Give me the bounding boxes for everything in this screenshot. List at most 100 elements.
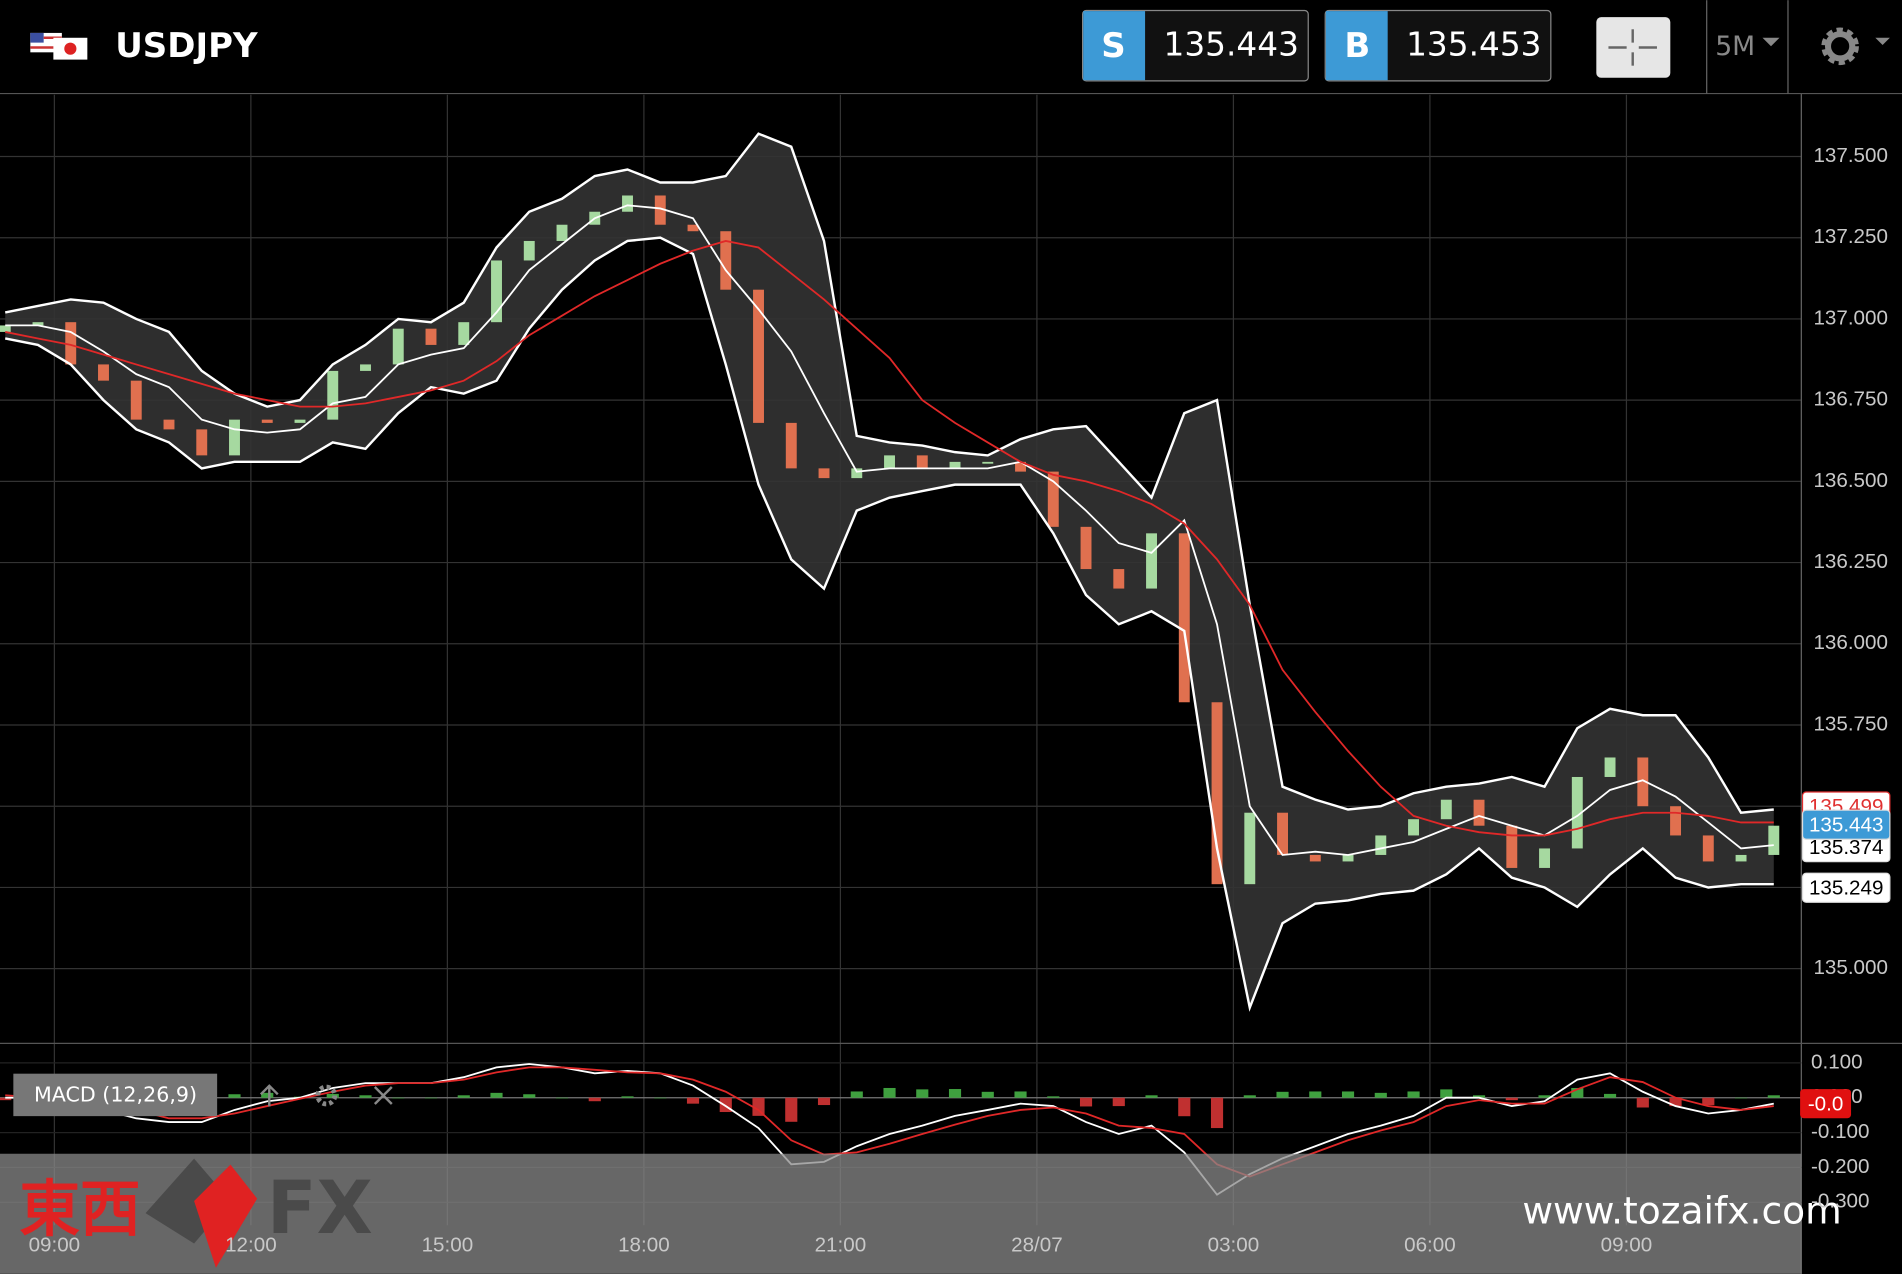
histogram-bar — [1341, 1091, 1355, 1098]
timeframe-dropdown[interactable]: 5M — [1715, 31, 1780, 62]
histogram-bar — [1702, 1097, 1715, 1106]
watermark-latin: FX — [267, 1166, 373, 1251]
x-tick-label: 21:00 — [815, 1233, 867, 1256]
y-tick-label: 136.500 — [1813, 469, 1888, 492]
histogram-bar — [1669, 1097, 1682, 1107]
candle — [491, 260, 502, 323]
candle — [1768, 825, 1780, 855]
candle — [1080, 526, 1092, 570]
candle — [229, 419, 240, 456]
macd-tag — [1800, 1089, 1852, 1119]
candle — [1571, 776, 1583, 849]
histogram-bar — [457, 1095, 470, 1098]
price-tag — [1801, 872, 1891, 903]
y-tick-label: 135.000 — [1813, 956, 1888, 979]
histogram-bar — [1276, 1091, 1289, 1098]
x-tick-label: 18:00 — [618, 1233, 670, 1256]
watermark: 東西 FX www.tozaifx.com — [0, 1153, 1842, 1274]
candle — [294, 419, 306, 423]
sell-price: 135.443 — [1163, 25, 1298, 63]
y-tick-label: 137.500 — [1813, 144, 1888, 167]
histogram-bar — [0, 1097, 12, 1101]
candle — [196, 429, 208, 456]
histogram-bar — [654, 1097, 667, 1099]
histogram-bar — [1014, 1091, 1027, 1098]
buy-label: B — [1344, 26, 1370, 66]
histogram-bar — [1767, 1095, 1780, 1098]
candle — [1735, 854, 1747, 862]
dropdown-arrow — [1875, 37, 1890, 46]
y-tick-label: 136.000 — [1813, 631, 1888, 654]
histogram-bar — [1407, 1091, 1420, 1098]
histogram-bar — [1374, 1092, 1387, 1098]
histogram-bar — [686, 1097, 700, 1104]
candle — [1015, 461, 1026, 472]
overlay: 09:00 12:00 15:00 18:00 21:00 28/07 03:00 06:00… — [13, 791, 1891, 1256]
histogram-bar — [1210, 1097, 1224, 1129]
us-flag-canton — [30, 32, 44, 43]
settings-button[interactable] — [1821, 27, 1890, 66]
histogram-bar — [523, 1094, 536, 1098]
candle — [1277, 812, 1288, 855]
candle — [392, 328, 404, 365]
candle — [1473, 799, 1485, 826]
y-tick-label: -0.100 — [1811, 1120, 1869, 1143]
histogram-bar — [1734, 1097, 1748, 1099]
candle — [785, 422, 797, 469]
crosshair-box[interactable] — [1596, 17, 1671, 78]
histogram-bar — [1571, 1087, 1584, 1098]
candle — [1375, 835, 1387, 855]
histogram-bar — [1603, 1093, 1617, 1098]
move-icon — [259, 1084, 279, 1107]
candle — [1604, 757, 1616, 777]
buy-label-bg — [1325, 11, 1388, 81]
x-tick-label: 06:00 — [1404, 1233, 1456, 1256]
x-tick-label: 03:00 — [1208, 1233, 1260, 1256]
gear-icon[interactable] — [1824, 31, 1856, 62]
upper-band — [4, 132, 1774, 815]
candle — [163, 419, 175, 430]
x-tick-label: 12:00 — [225, 1233, 277, 1256]
crosshair-button[interactable] — [1596, 17, 1671, 78]
price-tag-label: 135.374 — [1809, 836, 1884, 859]
histogram-bar — [490, 1092, 503, 1098]
histogram-bar — [883, 1087, 896, 1098]
candle — [851, 468, 863, 479]
histogram-bar — [981, 1091, 994, 1098]
x-tick-label: 28/07 — [1011, 1233, 1063, 1256]
candle — [1146, 533, 1157, 589]
candle — [1440, 799, 1452, 820]
price-tag — [1801, 809, 1891, 840]
y-tick-label: -0.300 — [1811, 1190, 1869, 1213]
buy-button[interactable]: B 135.453 — [1324, 9, 1552, 82]
candle — [654, 195, 666, 225]
header-bar — [0, 0, 1902, 94]
jp-flag-disc — [64, 42, 77, 55]
histogram-bar — [424, 1097, 438, 1099]
candle — [1539, 848, 1551, 868]
candle — [65, 322, 77, 365]
histogram-bar — [1309, 1091, 1322, 1098]
watermark-url: www.tozaifx.com — [1522, 1189, 1841, 1233]
plot-area: 135.000135.250135.500135.750136.000136.2… — [0, 93, 1902, 1274]
candle — [1309, 854, 1321, 862]
histogram-bar — [752, 1097, 765, 1116]
y-tick-label: 135.750 — [1813, 712, 1888, 735]
indicator-label-box — [13, 1073, 218, 1117]
sell-button[interactable]: S 135.443 — [1082, 9, 1309, 82]
histogram-bar — [359, 1095, 372, 1098]
price-tag-label: 135.443 — [1809, 813, 1884, 836]
timeframe[interactable]: 5M — [1715, 31, 1755, 62]
candle — [720, 231, 732, 290]
candle — [425, 328, 437, 345]
histogram-bar — [1145, 1095, 1158, 1098]
dropdown-arrow — [1762, 37, 1780, 47]
price-tag-label: 135.249 — [1809, 876, 1884, 899]
watermark-cjk: 東西 — [19, 1175, 140, 1245]
histogram-bar — [261, 1092, 274, 1098]
candle — [1211, 702, 1223, 885]
moving-average — [5, 240, 1774, 837]
histogram-bar — [1112, 1097, 1125, 1107]
